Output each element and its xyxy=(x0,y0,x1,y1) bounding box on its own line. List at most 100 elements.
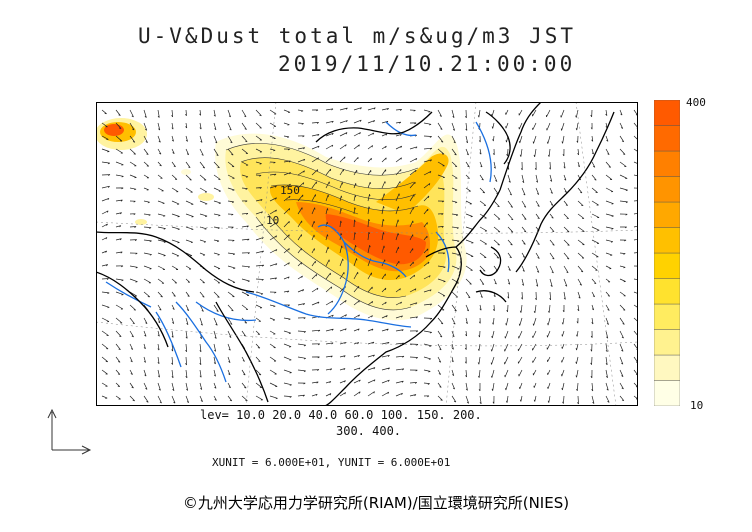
wind-arrow xyxy=(129,278,138,283)
wind-arrow xyxy=(353,379,361,384)
wind-arrow xyxy=(491,330,495,339)
wind-arrow xyxy=(311,194,316,202)
wind-arrow xyxy=(507,265,511,271)
wind-arrow xyxy=(213,265,221,270)
wind-arrow xyxy=(535,278,539,287)
wind-arrow xyxy=(535,213,540,220)
wind-arrow xyxy=(213,148,219,157)
wind-arrow xyxy=(409,248,414,254)
wind-arrow xyxy=(521,265,525,272)
wind-arrow xyxy=(381,181,386,189)
wind-arrow xyxy=(283,109,291,114)
wind-arrow xyxy=(353,107,362,111)
wind-arrow xyxy=(199,291,205,298)
wind-arrow xyxy=(605,239,614,243)
wind-arrow xyxy=(157,148,162,155)
levels-line-2: 300. 400. xyxy=(336,424,402,438)
wind-arrow xyxy=(227,200,235,204)
wind-arrow xyxy=(213,356,216,365)
wind-arrow xyxy=(451,239,460,243)
wind-arrow xyxy=(492,148,495,156)
wind-arrow xyxy=(213,226,220,230)
wind-arrow xyxy=(532,356,537,363)
wind-arrow xyxy=(479,265,486,272)
wind-arrow xyxy=(590,369,593,379)
wind-arrow xyxy=(227,369,231,376)
wind-arrow xyxy=(339,220,342,228)
wind-arrow xyxy=(591,174,597,181)
wind-arrow xyxy=(311,343,320,346)
wind-arrow xyxy=(101,135,109,140)
wind-arrow xyxy=(591,161,596,168)
wind-arrow xyxy=(339,245,343,254)
wind-arrow xyxy=(479,291,483,298)
wind-arrow xyxy=(437,395,443,401)
wind-arrow xyxy=(311,145,320,150)
wind-arrow xyxy=(549,213,554,219)
wind-arrow xyxy=(367,301,374,306)
wind-arrow xyxy=(227,356,231,363)
wind-arrow xyxy=(325,342,334,345)
wind-arrow xyxy=(283,208,291,215)
wind-arrow xyxy=(241,369,246,376)
wind-arrow xyxy=(101,264,109,267)
wind-arrow xyxy=(505,317,509,326)
wind-arrow xyxy=(101,223,108,228)
dust-map: 150 10 xyxy=(96,102,638,406)
wind-arrow xyxy=(479,226,488,232)
wind-arrow xyxy=(465,291,471,299)
wind-arrow xyxy=(479,174,484,181)
wind-arrow xyxy=(199,200,208,205)
wind-arrow xyxy=(493,213,501,220)
wind-arrow xyxy=(129,291,137,297)
wind-arrow xyxy=(269,330,276,335)
colorbar-min-label: 10 xyxy=(690,399,704,412)
wind-arrow xyxy=(549,174,553,182)
wind-arrow xyxy=(547,395,551,403)
wind-arrow xyxy=(605,343,608,353)
wind-arrow xyxy=(325,194,329,202)
wind-arrow xyxy=(590,343,593,352)
wind-arrow xyxy=(269,135,276,140)
wind-arrow xyxy=(185,161,191,169)
wind-arrow xyxy=(227,317,233,325)
wind-arrow xyxy=(532,369,537,376)
wind-arrow xyxy=(395,301,402,306)
wind-arrow xyxy=(339,314,347,319)
wind-arrow xyxy=(619,239,627,242)
wind-arrow xyxy=(521,252,526,258)
wind-arrow xyxy=(451,213,459,217)
wind-arrow xyxy=(465,239,474,244)
wind-arrow xyxy=(129,174,137,179)
wind-arrow xyxy=(619,317,625,325)
wind-arrow xyxy=(255,135,263,141)
wind-arrow xyxy=(535,187,540,195)
wind-arrow xyxy=(297,330,306,333)
wind-arrow xyxy=(241,291,250,297)
wind-arrow xyxy=(381,245,385,254)
wind-arrow xyxy=(311,369,320,371)
wind-arrow xyxy=(423,382,430,385)
wind-arrow xyxy=(143,369,147,377)
wind-arrow xyxy=(561,317,565,325)
wind-arrow xyxy=(478,330,481,338)
wind-arrow xyxy=(115,265,124,268)
wind-arrow xyxy=(437,356,442,363)
wind-arrow xyxy=(185,239,193,244)
wind-arrow xyxy=(241,238,250,241)
wind-arrow xyxy=(241,382,247,389)
wind-arrow xyxy=(227,161,235,168)
wind-arrow xyxy=(493,239,500,246)
wind-arrow xyxy=(491,382,495,391)
wind-arrow xyxy=(381,367,390,371)
wind-arrow xyxy=(339,144,347,150)
wind-arrow xyxy=(269,395,278,400)
wind-arrow xyxy=(297,303,306,306)
wind-arrow xyxy=(269,277,278,280)
wind-arrow xyxy=(255,122,262,129)
wind-arrow xyxy=(171,382,175,392)
wind-arrow xyxy=(284,304,290,307)
wind-arrow xyxy=(353,119,362,124)
wind-arrow xyxy=(143,239,152,243)
wind-arrow xyxy=(185,369,188,379)
